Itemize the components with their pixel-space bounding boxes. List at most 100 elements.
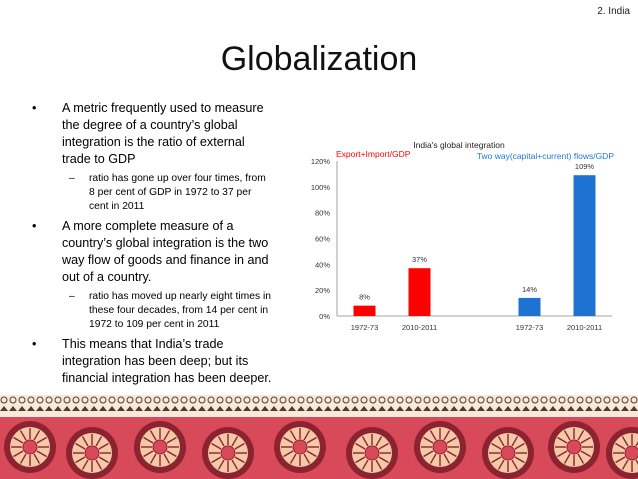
- mandala-petal: [149, 453, 157, 464]
- mandala-petal: [423, 436, 434, 444]
- ornament-triangle: [225, 406, 233, 411]
- ornament-dot: [540, 396, 548, 404]
- ornament-dot: [549, 396, 557, 404]
- mandala-petal: [577, 453, 585, 464]
- mandala-petal: [580, 450, 591, 458]
- dash-icon: –: [69, 173, 75, 184]
- ornament-triangle: [189, 406, 197, 411]
- mandala-petal: [443, 453, 451, 464]
- mandala-petal: [303, 453, 311, 464]
- ornament-triangle: [558, 406, 566, 411]
- ornament-dot: [171, 396, 179, 404]
- ornament-triangle: [414, 406, 422, 411]
- mandala-petal: [635, 441, 638, 447]
- dash-icon: –: [69, 291, 75, 302]
- mandala-petal: [13, 436, 24, 444]
- ornament-triangle: [621, 406, 629, 411]
- ornament-dot: [594, 396, 602, 404]
- ornament-triangle: [216, 406, 224, 411]
- group-label: Two way(capital+current) flows/GDP: [477, 151, 615, 161]
- ornament-dot: [486, 396, 494, 404]
- mandala-center: [364, 445, 380, 461]
- mandala-petal: [511, 436, 519, 447]
- ornament-triangle: [81, 406, 89, 411]
- ornament-triangle: [207, 406, 215, 411]
- ornament-dot: [567, 396, 575, 404]
- ornament-triangle: [135, 406, 143, 411]
- mandala-petal: [149, 430, 157, 441]
- ornament-triangle: [387, 406, 395, 411]
- mandala-petal: [217, 459, 225, 470]
- mandala-petal: [429, 453, 437, 464]
- ornament-triangle: [126, 406, 134, 411]
- sub-bullet-text: ratio has gone up over four times, from …: [89, 173, 266, 212]
- ornament-triangle: [612, 406, 620, 411]
- mandala-petal: [81, 459, 89, 470]
- ornament-triangle: [252, 406, 260, 411]
- ornament-dot: [630, 396, 638, 404]
- ornament-triangle: [486, 406, 494, 411]
- ornament-triangle: [567, 406, 575, 411]
- ornament-dot: [576, 396, 584, 404]
- ornament-dot: [45, 396, 53, 404]
- ornament-dot: [243, 396, 251, 404]
- ornament-triangle: [351, 406, 359, 411]
- ornament-dot: [9, 396, 17, 404]
- mandala-petal: [557, 436, 568, 444]
- ornament-triangle: [513, 406, 521, 411]
- ornament-triangle: [468, 406, 476, 411]
- mandala-petal: [355, 456, 366, 464]
- ornament-triangle: [342, 406, 350, 411]
- mandala-center: [292, 439, 308, 455]
- ornament-dot: [315, 396, 323, 404]
- mandala-petal: [497, 459, 505, 470]
- ornament-dot: [153, 396, 161, 404]
- ornament-triangle: [0, 406, 8, 411]
- ornament-triangle: [378, 406, 386, 411]
- mandala-petal: [75, 456, 86, 464]
- sub-bullet-item: – ratio has gone up over four times, from…: [32, 172, 272, 214]
- y-tick-label: 40%: [315, 260, 330, 269]
- ornament-dot: [585, 396, 593, 404]
- ornament-dot: [450, 396, 458, 404]
- bullet-item: • This means that India’s trade integrati…: [32, 336, 272, 387]
- ornament-dot: [225, 396, 233, 404]
- ornament-triangle: [324, 406, 332, 411]
- ornament-triangle: [405, 406, 413, 411]
- bullet-item: • A more complete measure of a country’s …: [32, 218, 272, 286]
- ornament-dot: [522, 396, 530, 404]
- mandala-petal: [166, 450, 177, 458]
- mandala-petal: [283, 450, 294, 458]
- mandala-petal: [36, 436, 47, 444]
- mandala-petal: [211, 442, 222, 450]
- ornament-triangle: [162, 406, 170, 411]
- ornament-triangle: [432, 406, 440, 411]
- ornament-triangle: [36, 406, 44, 411]
- mandala-petal: [211, 456, 222, 464]
- mandala-center: [152, 439, 168, 455]
- ornament-dot: [495, 396, 503, 404]
- slide-tag: 2. India: [597, 6, 630, 17]
- mandala-petal: [615, 442, 626, 450]
- decorative-banner: [0, 395, 638, 479]
- ornament-triangle: [297, 406, 305, 411]
- ornament-triangle: [279, 406, 287, 411]
- mandala-petal: [378, 442, 389, 450]
- ornament-dot: [459, 396, 467, 404]
- mandala-petal: [303, 430, 311, 441]
- x-tick-label: 1972-73: [351, 323, 379, 332]
- ornament-dot: [405, 396, 413, 404]
- mandala-petal: [95, 459, 103, 470]
- ornament-triangle: [450, 406, 458, 411]
- ornament-dot: [162, 396, 170, 404]
- mandala-petal: [143, 450, 154, 458]
- ornament-triangle: [99, 406, 107, 411]
- ornament-dot: [216, 396, 224, 404]
- ornament-triangle: [441, 406, 449, 411]
- ornament-dot: [531, 396, 539, 404]
- data-label: 37%: [412, 255, 427, 264]
- mandala-petal: [36, 450, 47, 458]
- data-label: 109%: [575, 162, 595, 171]
- mandala-petal: [33, 430, 41, 441]
- ornament-triangle: [261, 406, 269, 411]
